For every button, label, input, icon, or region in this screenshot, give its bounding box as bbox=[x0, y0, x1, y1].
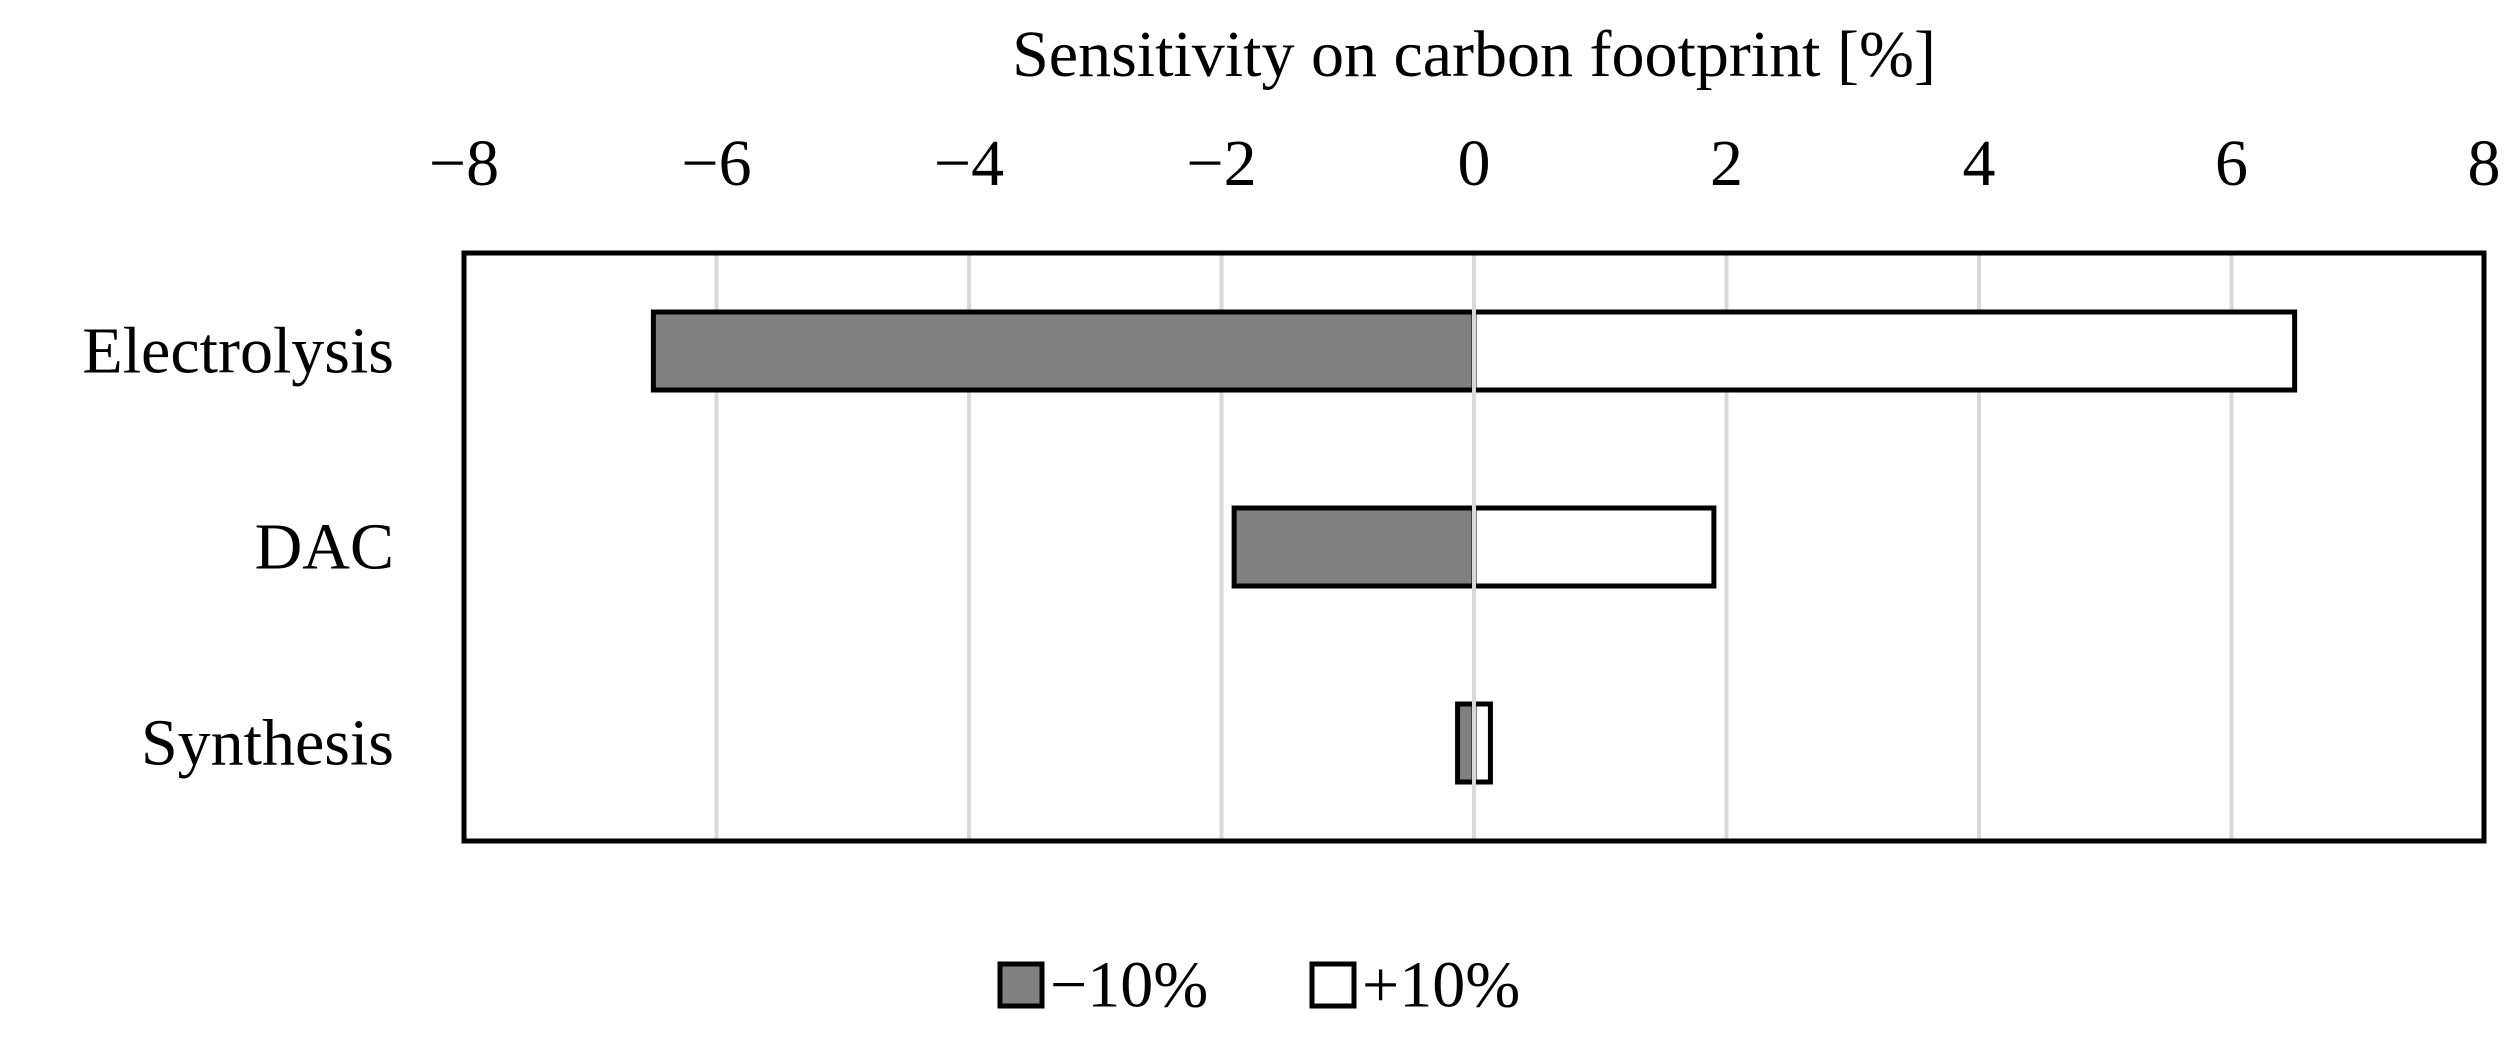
bar-plus-10 bbox=[1471, 505, 1717, 589]
x-tick-label: 4 bbox=[1963, 127, 1996, 200]
bar-plus-10 bbox=[1471, 701, 1493, 785]
legend: −10% +10% bbox=[997, 949, 1520, 1022]
bar-plus-10 bbox=[1471, 309, 2298, 393]
legend-label-minus-10: −10% bbox=[1050, 949, 1208, 1022]
x-tick-label: −8 bbox=[429, 127, 499, 200]
plot-frame bbox=[461, 250, 2487, 844]
category-label: DAC bbox=[255, 511, 394, 584]
category-labels: Electrolysis DAC Synthesis bbox=[82, 315, 394, 780]
legend-swatch-minus-10 bbox=[997, 961, 1045, 1009]
category-label: Synthesis bbox=[141, 707, 394, 780]
category-label: Electrolysis bbox=[82, 315, 394, 388]
x-tick-label: 0 bbox=[1458, 127, 1491, 200]
x-tick-label: 8 bbox=[2468, 127, 2501, 200]
x-tick-label: 2 bbox=[1710, 127, 1743, 200]
x-tick-label: 6 bbox=[2215, 127, 2248, 200]
bar-minus-10 bbox=[650, 309, 1477, 393]
x-tick-labels: −8 −6 −4 −2 0 2 4 6 8 bbox=[429, 127, 2501, 200]
x-axis-title: Sensitivity on carbon footprint [%] bbox=[1012, 18, 1936, 91]
x-tick-label: −4 bbox=[934, 127, 1004, 200]
x-tick-label: −2 bbox=[1186, 127, 1256, 200]
bar-minus-10 bbox=[1231, 505, 1477, 589]
legend-swatch-plus-10 bbox=[1309, 961, 1357, 1009]
legend-label-plus-10: +10% bbox=[1362, 949, 1520, 1022]
x-tick-label: −6 bbox=[681, 127, 751, 200]
